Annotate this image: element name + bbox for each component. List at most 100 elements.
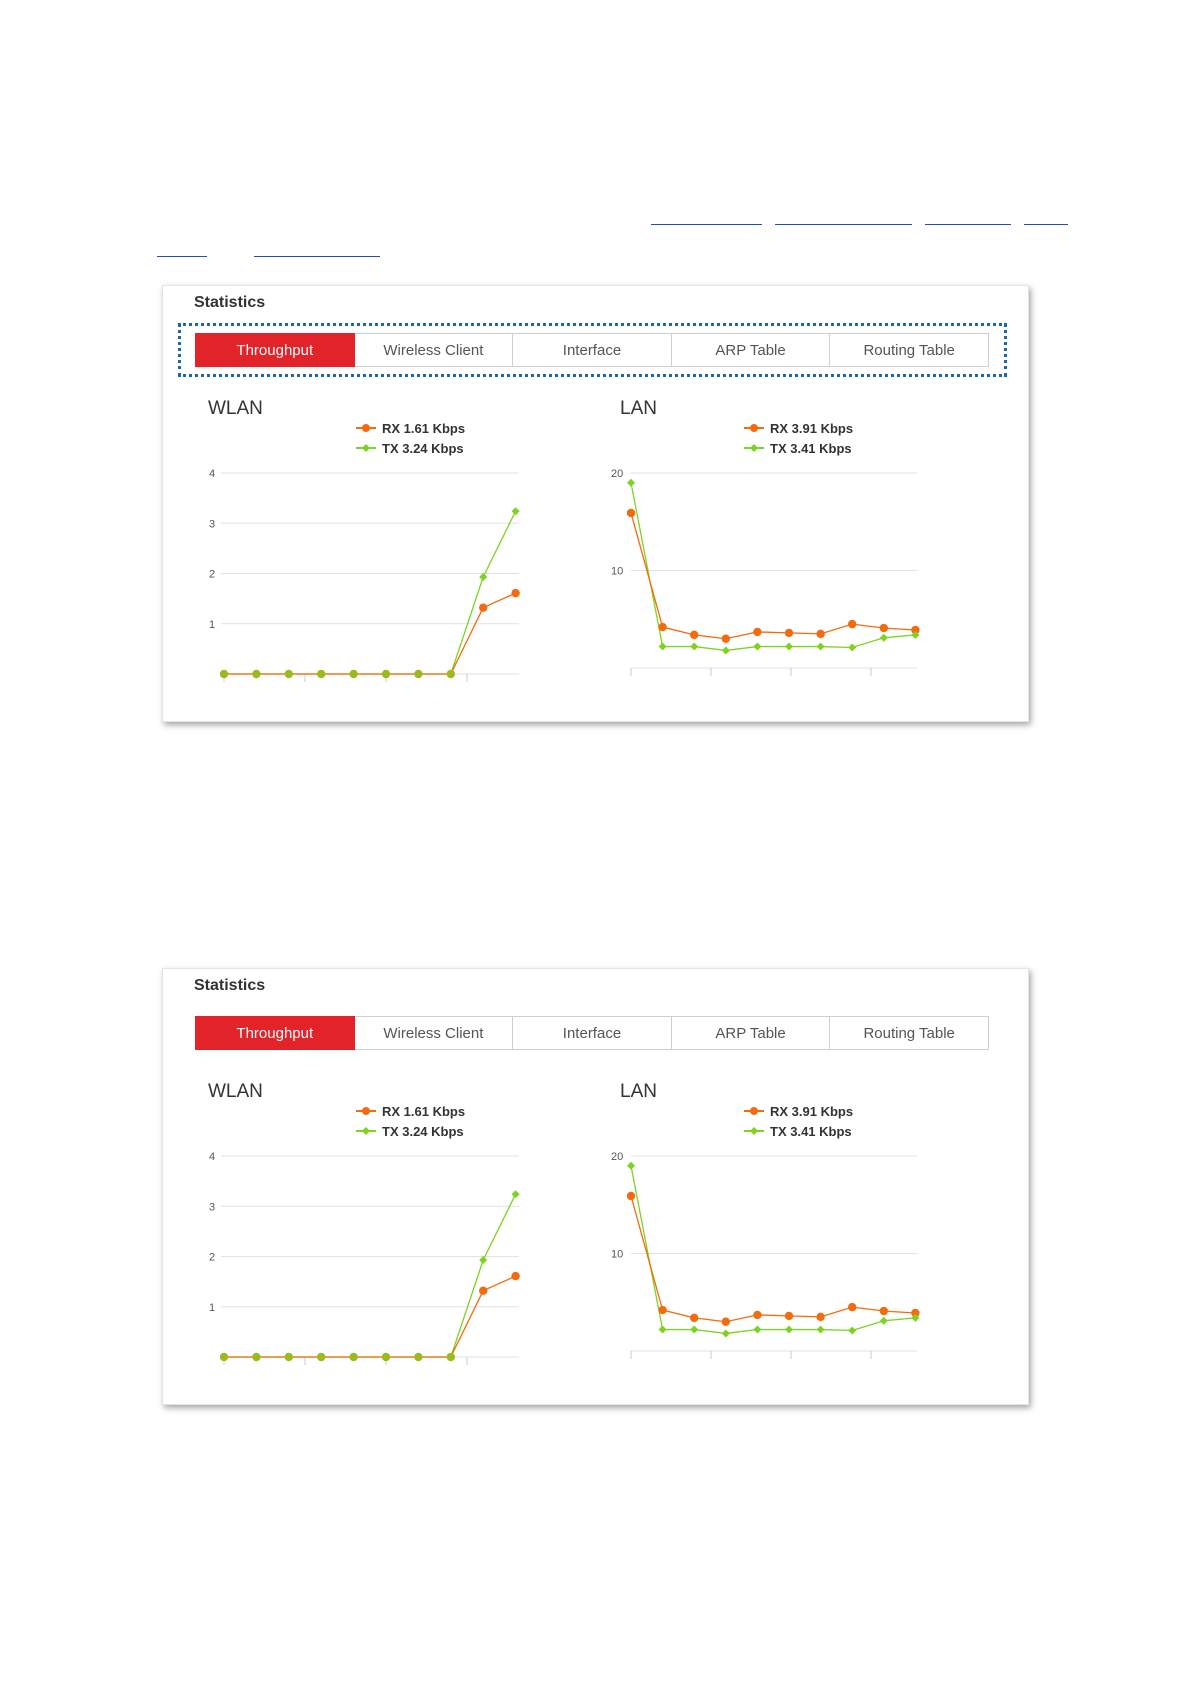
rx-point (753, 627, 762, 637)
legend-rx: RX 3.91 Kbps (744, 1101, 853, 1121)
tx-point (627, 1161, 635, 1170)
y-tick-label: 4 (209, 1151, 215, 1163)
series-line (630, 512, 916, 640)
statistics-panel: Statistics Throughput Wireless Client In… (162, 968, 1029, 1405)
tx-point (785, 642, 793, 651)
tab-interface[interactable]: Interface (513, 1016, 672, 1050)
legend-tx: TX 3.41 Kbps (744, 1121, 853, 1141)
y-tick-label: 10 (611, 566, 623, 578)
tab-throughput[interactable]: Throughput (195, 1016, 355, 1050)
tx-point (511, 507, 520, 516)
rx-point (753, 1310, 762, 1320)
y-tick-label: 1 (209, 619, 215, 631)
statistics-panel: Statistics Throughput Wireless Client In… (162, 285, 1029, 722)
rx-point (690, 630, 699, 640)
panel-title: Statistics (194, 977, 266, 994)
rx-point (284, 1352, 293, 1362)
rx-point (414, 669, 423, 679)
tab-routing-table[interactable]: Routing Table (830, 333, 989, 367)
tx-legend-icon (356, 1127, 376, 1135)
y-tick-label: 20 (611, 1151, 623, 1163)
lan-plot: 10 20 (611, 468, 920, 676)
rx-point (911, 1308, 920, 1318)
chart-legend: RX 1.61 Kbps TX 3.24 Kbps (356, 418, 465, 458)
rx-point (317, 669, 326, 679)
tx-legend-icon (744, 444, 764, 452)
rx-point (721, 634, 730, 643)
rx-point (381, 669, 391, 679)
tab-bar: Throughput Wireless Client Interface ARP… (195, 1016, 989, 1050)
chart-title: LAN (620, 398, 657, 419)
y-tick-label: 10 (611, 1249, 623, 1261)
legend-tx-label: TX 3.24 Kbps (382, 440, 464, 456)
tab-bar: Throughput Wireless Client Interface ARP… (195, 333, 989, 367)
y-tick-label: 2 (209, 569, 215, 581)
lan-chart: LAN RX 3.91 Kbps TX 3.41 Kbps 10 20 (611, 398, 1031, 710)
link-underline[interactable] (925, 224, 1011, 225)
rx-point (784, 628, 794, 638)
series-line (630, 1195, 916, 1323)
link-underline[interactable] (254, 256, 380, 257)
rx-point (446, 1352, 455, 1362)
tx-point (721, 646, 730, 655)
rx-point (784, 1311, 794, 1321)
tab-arp-table[interactable]: ARP Table (671, 1016, 831, 1050)
legend-tx-label: TX 3.24 Kbps (382, 1123, 464, 1139)
rx-point (816, 1312, 825, 1322)
tab-throughput[interactable]: Throughput (195, 333, 355, 367)
legend-tx-label: TX 3.41 Kbps (770, 1123, 852, 1139)
legend-tx: TX 3.24 Kbps (356, 1121, 465, 1141)
legend-tx-label: TX 3.41 Kbps (770, 440, 852, 456)
tx-point (690, 642, 699, 651)
rx-point (690, 1313, 699, 1323)
tx-point (511, 1190, 520, 1199)
link-underline[interactable] (775, 224, 912, 225)
rx-point (219, 669, 229, 679)
rx-point (414, 1352, 423, 1362)
rx-point (317, 1352, 326, 1362)
tx-point (879, 633, 888, 642)
rx-point (626, 508, 636, 518)
series-line (630, 1165, 916, 1335)
rx-point (446, 669, 455, 679)
rx-point (511, 588, 520, 598)
rx-point (349, 669, 358, 679)
tx-point (848, 1326, 857, 1335)
link-underline[interactable] (1024, 224, 1068, 225)
tab-arp-table[interactable]: ARP Table (671, 333, 831, 367)
link-underline[interactable] (157, 256, 207, 257)
chart-legend: RX 3.91 Kbps TX 3.41 Kbps (744, 1101, 853, 1141)
wlan-chart: WLAN RX 1.61 Kbps TX 3.24 Kbps 1 2 3 4 (199, 1081, 619, 1393)
y-tick-label: 3 (209, 1201, 215, 1213)
tab-routing-table[interactable]: Routing Table (830, 1016, 989, 1050)
rx-legend-icon (356, 1107, 376, 1115)
tx-point (911, 630, 920, 639)
chart-title: WLAN (208, 1081, 263, 1102)
rx-point (848, 619, 857, 629)
lan-chart: LAN RX 3.91 Kbps TX 3.41 Kbps 10 20 (611, 1081, 1031, 1393)
legend-tx: TX 3.24 Kbps (356, 438, 465, 458)
tab-wireless-client[interactable]: Wireless Client (354, 1016, 514, 1050)
legend-tx: TX 3.41 Kbps (744, 438, 853, 458)
rx-point (479, 1286, 488, 1295)
series-line (224, 1275, 516, 1358)
wlan-plot: 1 2 3 4 (209, 468, 520, 682)
y-tick-label: 20 (611, 468, 623, 480)
tx-point (753, 642, 762, 651)
y-tick-label: 2 (209, 1252, 215, 1264)
rx-point (816, 629, 825, 639)
series-line (630, 482, 916, 652)
legend-rx-label: RX 1.61 Kbps (382, 420, 466, 436)
tx-point (816, 642, 825, 651)
rx-point (284, 669, 293, 679)
link-underline[interactable] (651, 224, 762, 225)
rx-point (381, 1352, 391, 1362)
y-tick-label: 3 (209, 518, 215, 530)
y-tick-label: 4 (209, 468, 215, 480)
tab-interface[interactable]: Interface (513, 333, 672, 367)
tx-point (479, 573, 488, 582)
tx-point (879, 1316, 888, 1325)
chart-title: LAN (620, 1081, 657, 1102)
legend-rx-label: RX 3.91 Kbps (770, 1103, 854, 1119)
tab-wireless-client[interactable]: Wireless Client (354, 333, 514, 367)
